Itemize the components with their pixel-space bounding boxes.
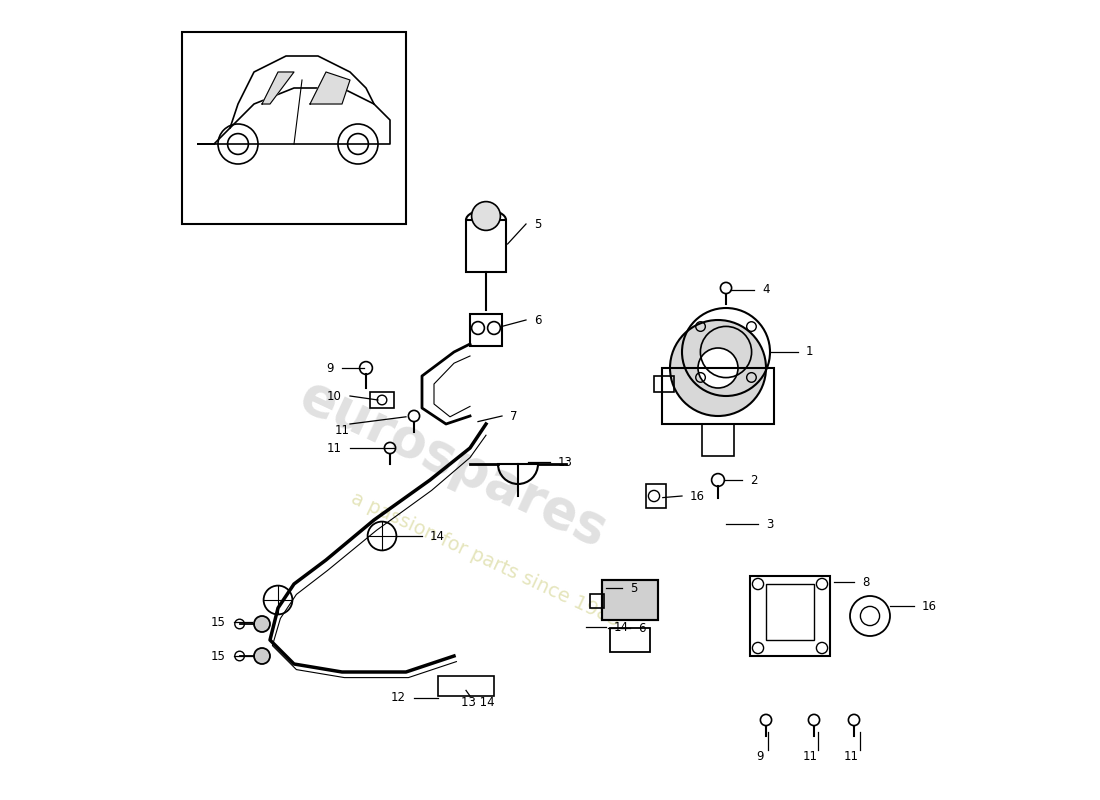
Bar — [750, 576, 830, 656]
Text: 14: 14 — [430, 530, 446, 542]
Text: 10: 10 — [327, 390, 342, 402]
Polygon shape — [262, 72, 294, 104]
Text: 7: 7 — [510, 410, 517, 422]
Text: 13 14: 13 14 — [461, 696, 495, 709]
Text: 15: 15 — [211, 616, 226, 629]
Text: 15: 15 — [211, 650, 226, 662]
Text: 1: 1 — [806, 346, 814, 358]
Circle shape — [472, 202, 500, 230]
Text: 2: 2 — [750, 474, 758, 486]
Circle shape — [254, 616, 270, 632]
Polygon shape — [310, 72, 350, 104]
Text: 14: 14 — [614, 621, 629, 634]
Bar — [662, 368, 774, 424]
Bar — [602, 580, 658, 620]
Circle shape — [218, 124, 258, 164]
Circle shape — [698, 348, 738, 388]
Text: 11: 11 — [327, 442, 342, 454]
Text: 9: 9 — [757, 750, 764, 762]
Text: 3: 3 — [766, 518, 773, 530]
Text: 5: 5 — [534, 218, 541, 230]
Bar — [654, 376, 674, 392]
Text: 11: 11 — [803, 750, 817, 762]
Bar — [702, 424, 734, 456]
Text: 16: 16 — [922, 600, 937, 613]
Bar — [182, 32, 406, 224]
Bar — [602, 580, 658, 620]
Text: 13: 13 — [558, 456, 573, 469]
Text: 11: 11 — [334, 424, 350, 437]
Text: a passion for parts since 1985: a passion for parts since 1985 — [349, 489, 624, 631]
Bar — [610, 628, 650, 652]
Text: 6: 6 — [638, 622, 646, 634]
Text: 9: 9 — [327, 362, 334, 374]
Text: 16: 16 — [690, 490, 705, 502]
Bar — [646, 484, 666, 508]
Bar — [370, 392, 394, 408]
Bar — [466, 220, 506, 272]
Circle shape — [338, 124, 378, 164]
Text: 6: 6 — [534, 314, 541, 326]
Circle shape — [670, 320, 766, 416]
Text: 4: 4 — [762, 283, 770, 296]
Bar — [766, 584, 814, 640]
Circle shape — [254, 648, 270, 664]
Text: 11: 11 — [844, 750, 859, 762]
Text: eurospares: eurospares — [293, 370, 616, 558]
Text: 5: 5 — [630, 582, 637, 594]
Bar — [590, 594, 604, 608]
Bar — [470, 314, 502, 346]
Text: 8: 8 — [862, 576, 869, 589]
Text: 12: 12 — [390, 691, 406, 704]
Bar — [438, 676, 494, 696]
